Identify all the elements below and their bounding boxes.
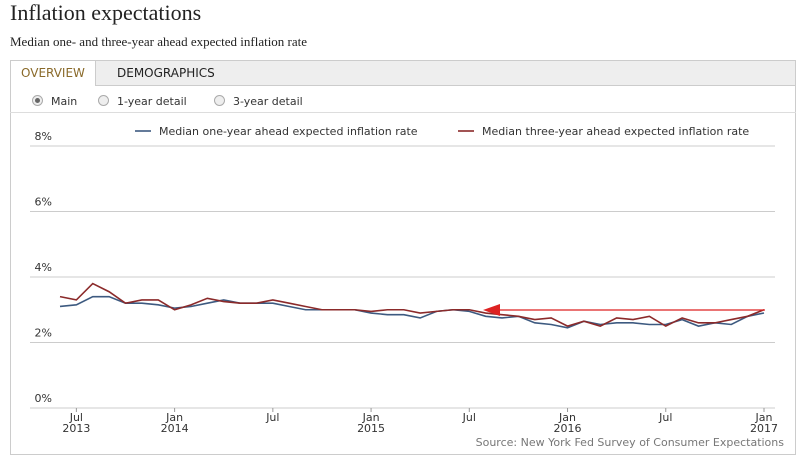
legend-label: Median one-year ahead expected inflation…: [159, 125, 418, 138]
x-tick-label: Jul: [658, 411, 672, 424]
radio-label: 3-year detail: [233, 95, 303, 108]
series-line: [59, 282, 765, 328]
page-title: Inflation expectations: [10, 0, 202, 25]
radio-option[interactable]: 3-year detail: [214, 95, 303, 108]
x-tick-label: 2013: [62, 422, 90, 435]
tab-bar: OVERVIEW DEMOGRAPHICS: [10, 60, 796, 86]
x-tick-label: 2014: [161, 422, 189, 435]
radio-label: 1-year detail: [117, 95, 187, 108]
source-note: Source: New York Fed Survey of Consumer …: [476, 436, 785, 449]
x-tick-label: Jul: [265, 411, 279, 424]
x-tick-label: Jan: [558, 411, 576, 424]
page-subtitle: Median one- and three-year ahead expecte…: [10, 34, 308, 49]
radio-option[interactable]: 1-year detail: [98, 95, 187, 108]
series-line: [59, 295, 765, 329]
tab[interactable]: OVERVIEW: [11, 61, 96, 86]
separator: [10, 112, 796, 113]
y-tick-label: 4%: [35, 261, 52, 274]
x-tick-label: 2015: [357, 422, 385, 435]
y-tick-label: 8%: [35, 130, 52, 143]
x-tick-label: Jan: [362, 411, 380, 424]
y-tick-label: 6%: [35, 196, 52, 209]
legend-label: Median three-year ahead expected inflati…: [482, 125, 749, 138]
x-tick-label: Jan: [755, 411, 773, 424]
y-tick-label: 2%: [35, 327, 52, 340]
x-tick-label: Jul: [69, 411, 83, 424]
annotation-arrow: [483, 304, 765, 316]
x-tick-label: Jan: [165, 411, 183, 424]
radio-option[interactable]: Main: [32, 95, 77, 108]
radio-label: Main: [51, 95, 78, 108]
x-tick-label: Jul: [462, 411, 476, 424]
y-tick-label: 0%: [35, 392, 52, 405]
x-tick-label: 2016: [554, 422, 582, 435]
tab[interactable]: DEMOGRAPHICS: [117, 66, 215, 80]
x-tick-label: 2017: [750, 422, 778, 435]
